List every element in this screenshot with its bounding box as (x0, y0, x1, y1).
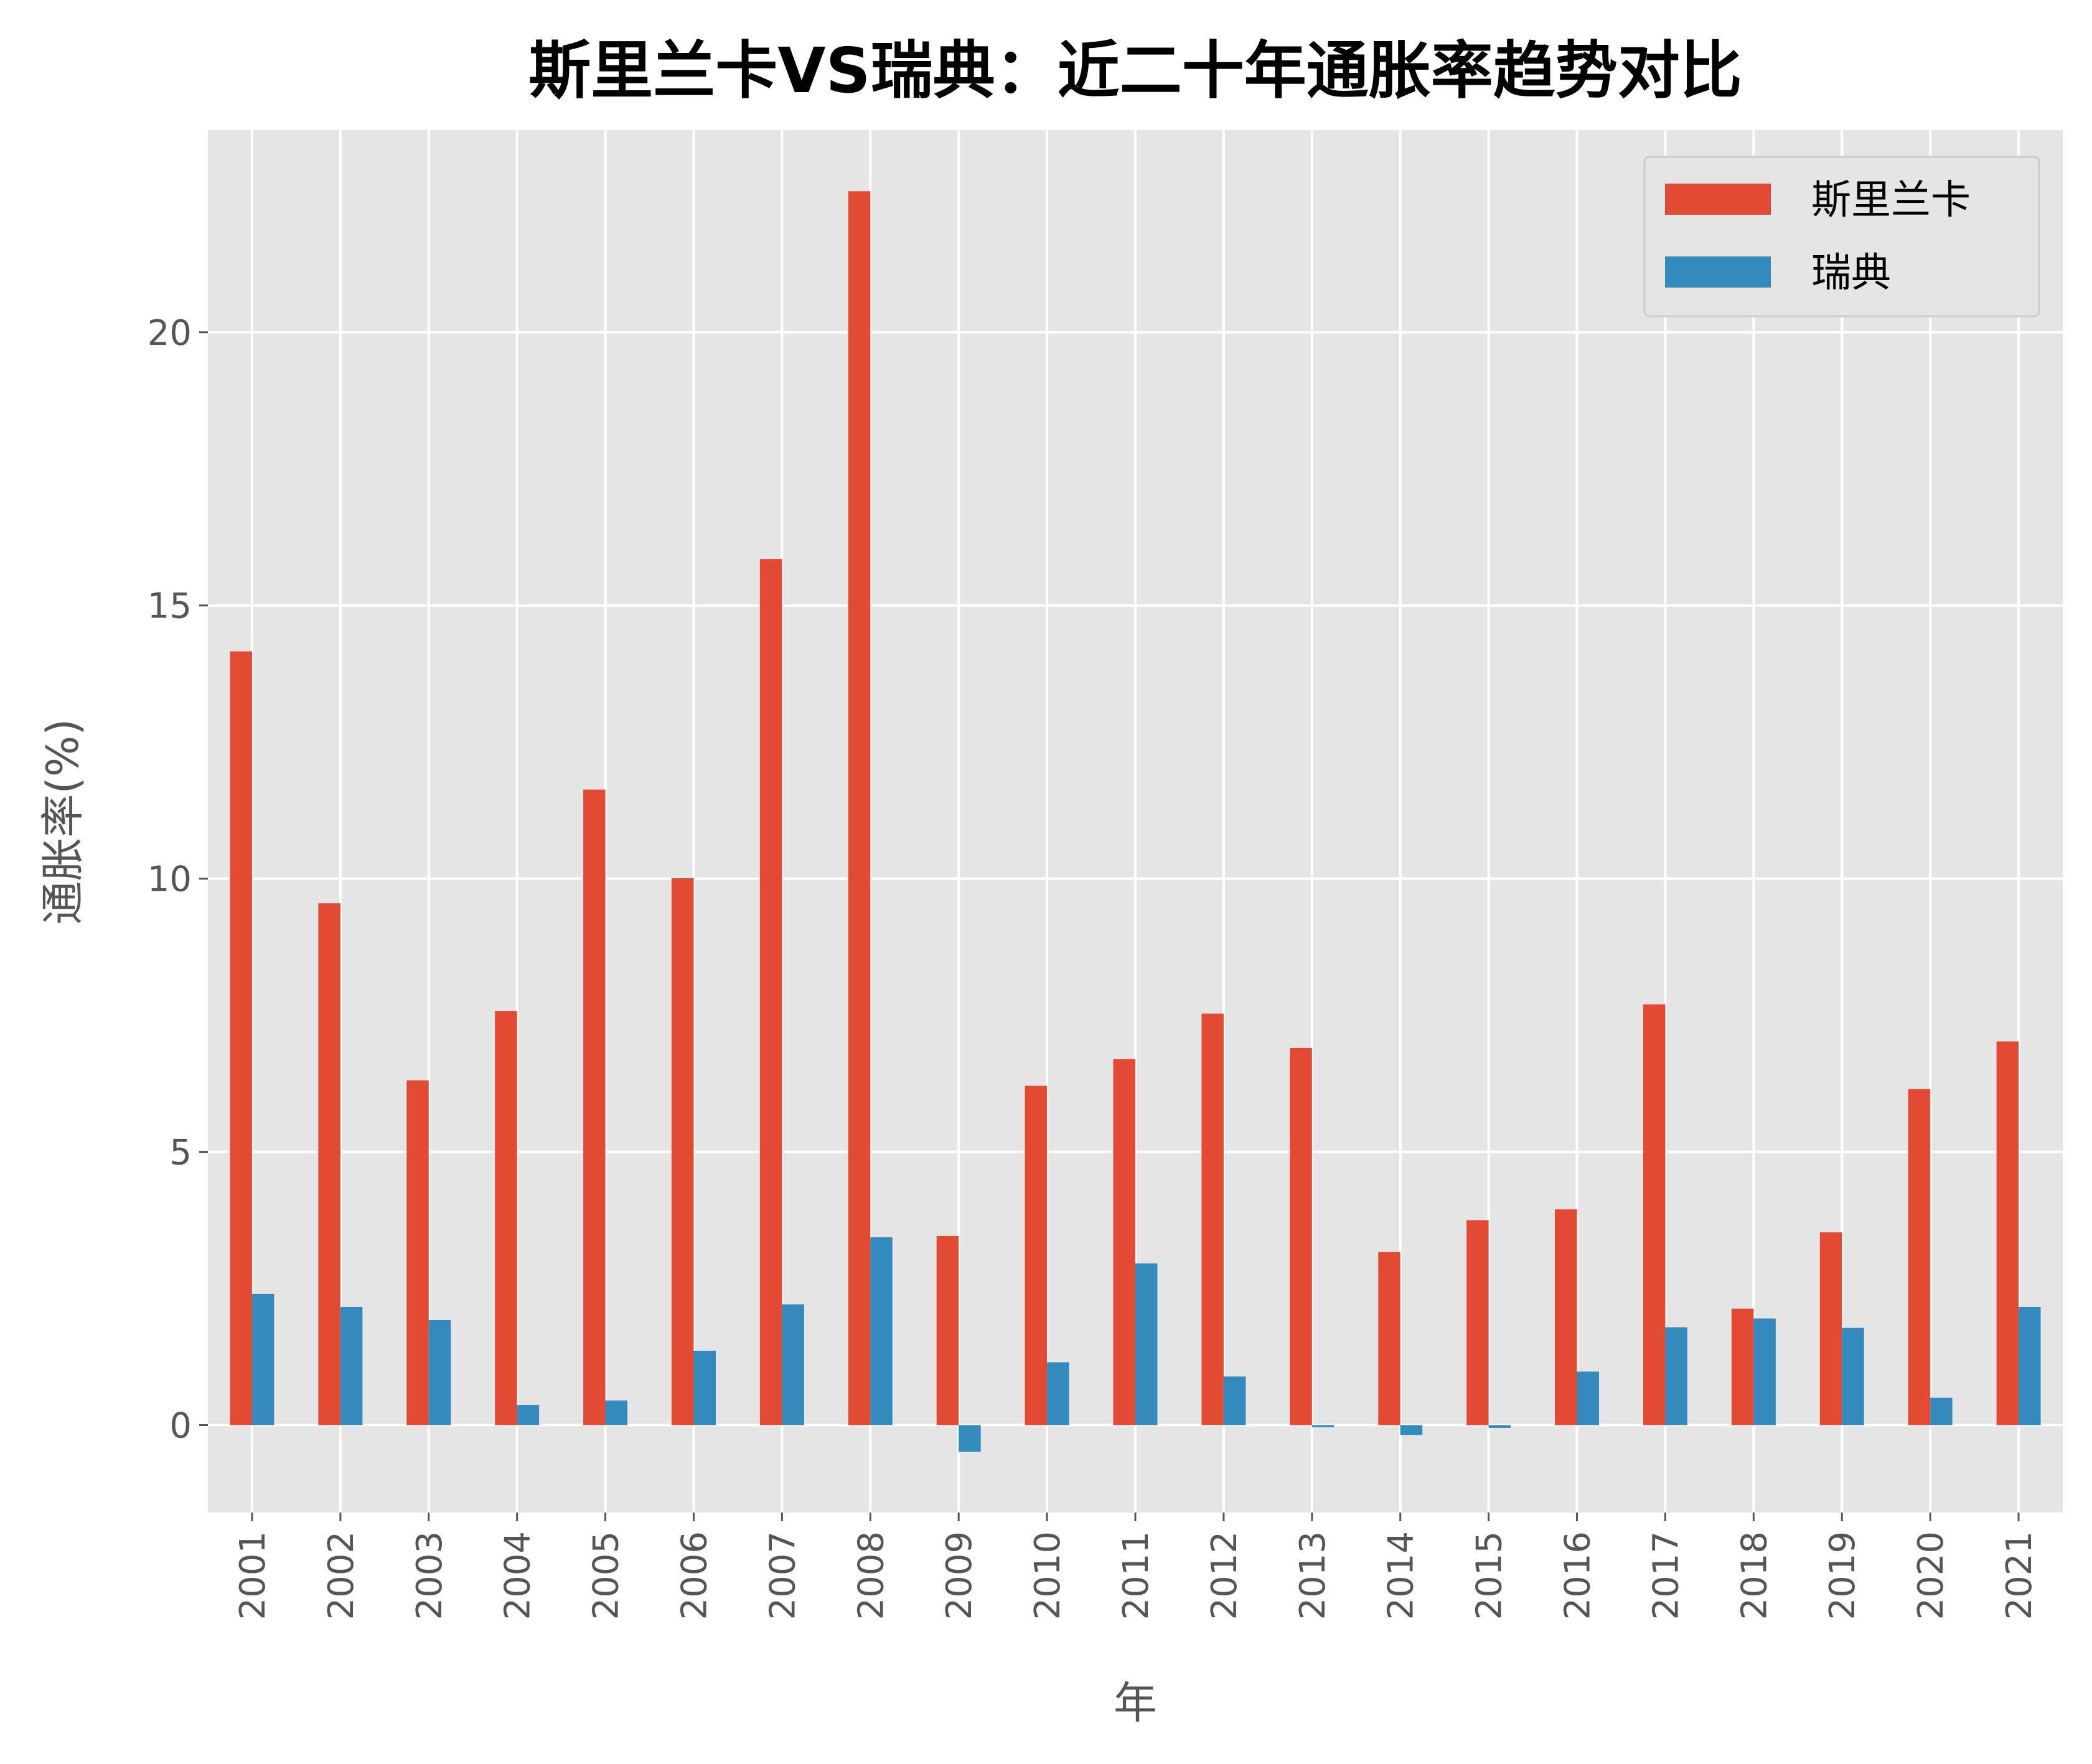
x-tick-label: 2017 (1646, 1531, 1686, 1620)
bar-sri-lanka-2004 (495, 1011, 517, 1425)
bar-sri-lanka-2001 (230, 651, 252, 1425)
bar-sweden-2011 (1135, 1263, 1158, 1425)
y-tick-label: 0 (169, 1406, 192, 1447)
bar-sri-lanka-2012 (1201, 1013, 1224, 1425)
bar-sweden-2006 (693, 1351, 716, 1425)
bar-sweden-2005 (605, 1400, 628, 1425)
x-tick-label: 2021 (1999, 1531, 2040, 1620)
y-axis-label: 通胀率(%) (37, 718, 88, 924)
x-tick-label: 2011 (1116, 1531, 1156, 1620)
bar-sweden-2002 (340, 1307, 363, 1425)
bar-sri-lanka-2008 (848, 191, 871, 1425)
bar-sweden-2013 (1311, 1425, 1334, 1428)
legend-label-sweden: 瑞典 (1811, 250, 1891, 296)
bar-sri-lanka-2002 (318, 903, 340, 1425)
bar-sri-lanka-2013 (1290, 1048, 1312, 1425)
bar-sri-lanka-2006 (672, 878, 694, 1425)
x-tick-label: 2001 (233, 1531, 273, 1620)
y-tick-label: 10 (148, 860, 192, 900)
bar-sweden-2003 (428, 1320, 451, 1425)
bar-sweden-2021 (2019, 1307, 2041, 1425)
bar-sri-lanka-2014 (1378, 1252, 1400, 1425)
bar-sweden-2004 (517, 1405, 540, 1425)
bar-sri-lanka-2009 (936, 1236, 959, 1425)
x-tick-label: 2013 (1293, 1531, 1333, 1620)
bar-sri-lanka-2003 (406, 1080, 429, 1425)
bar-sweden-2001 (251, 1293, 274, 1425)
bar-sri-lanka-2021 (1996, 1041, 2019, 1425)
x-tick-label: 2007 (762, 1531, 803, 1620)
bar-sri-lanka-2007 (759, 559, 782, 1425)
bar-sri-lanka-2018 (1731, 1308, 1754, 1425)
bar-sweden-2016 (1577, 1371, 1599, 1425)
bar-sri-lanka-2016 (1555, 1209, 1577, 1425)
x-tick-label: 2015 (1470, 1531, 1510, 1620)
x-tick-label: 2020 (1911, 1531, 1951, 1620)
y-tick-label: 5 (169, 1133, 192, 1173)
x-tick-label: 2005 (586, 1531, 627, 1620)
x-tick-label: 2016 (1558, 1531, 1598, 1620)
bar-sri-lanka-2019 (1819, 1232, 1842, 1425)
bar-sweden-2014 (1400, 1425, 1423, 1435)
bar-sweden-2020 (1930, 1397, 1953, 1425)
bar-sri-lanka-2005 (583, 789, 606, 1425)
bar-sweden-2008 (870, 1237, 893, 1425)
x-tick-label: 2012 (1204, 1531, 1245, 1620)
legend-swatch-sweden (1665, 256, 1771, 288)
bar-sweden-2019 (1842, 1328, 1864, 1425)
x-tick-label: 2009 (939, 1531, 980, 1620)
bar-sweden-2015 (1488, 1425, 1511, 1428)
x-tick-label: 2019 (1822, 1531, 1863, 1620)
y-tick-label: 15 (148, 586, 192, 627)
x-tick-label: 2014 (1381, 1531, 1422, 1620)
bar-sweden-2018 (1753, 1318, 1776, 1425)
bar-sweden-2017 (1665, 1327, 1687, 1425)
x-axis-label: 年 (1114, 1677, 1157, 1729)
bar-sri-lanka-2015 (1466, 1220, 1489, 1425)
x-tick-label: 2018 (1734, 1531, 1775, 1620)
bar-sweden-2010 (1047, 1362, 1069, 1425)
legend-label-sri-lanka: 斯里兰卡 (1811, 177, 1971, 223)
legend: 斯里兰卡 瑞典 (1643, 156, 2040, 317)
bar-sweden-2009 (959, 1425, 981, 1452)
bar-sri-lanka-2017 (1643, 1004, 1666, 1425)
bar-sweden-2007 (782, 1304, 804, 1425)
x-tick-label: 2008 (851, 1531, 891, 1620)
bar-sri-lanka-2011 (1113, 1059, 1135, 1425)
bar-sri-lanka-2010 (1025, 1086, 1048, 1425)
x-tick-label: 2010 (1028, 1531, 1068, 1620)
x-tick-label: 2002 (321, 1531, 362, 1620)
x-tick-label: 2003 (410, 1531, 450, 1620)
bar-sweden-2012 (1223, 1376, 1246, 1425)
x-tick-label: 2006 (674, 1531, 715, 1620)
x-tick-label: 2004 (498, 1531, 538, 1620)
chart-title: 斯里兰卡VS瑞典：近二十年通胀率趋势对比 (528, 34, 1742, 107)
legend-swatch-sri-lanka (1665, 184, 1771, 215)
bar-sri-lanka-2020 (1908, 1089, 1931, 1425)
y-tick-label: 20 (148, 313, 192, 354)
